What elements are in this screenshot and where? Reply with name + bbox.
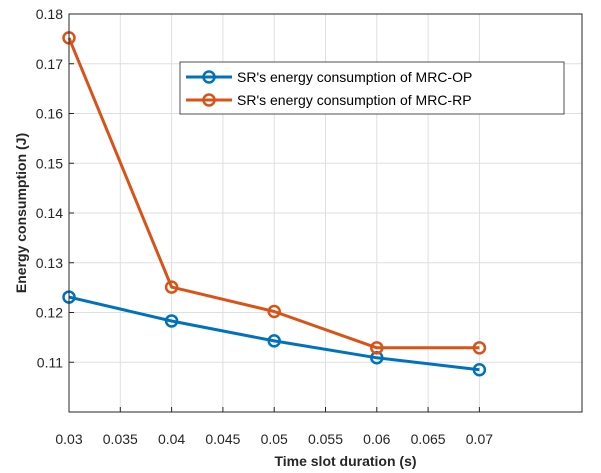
data-point bbox=[472, 362, 487, 377]
y-tick-label: 0.18 bbox=[36, 6, 63, 22]
x-tick-label: 0.03 bbox=[55, 431, 82, 447]
y-tick-label: 0.15 bbox=[36, 155, 63, 171]
y-tick-label: 0.17 bbox=[36, 56, 63, 72]
x-tick-label: 0.045 bbox=[205, 431, 240, 447]
x-tick-label: 0.06 bbox=[363, 431, 390, 447]
x-tick-label: 0.07 bbox=[466, 431, 493, 447]
legend-marker bbox=[202, 93, 216, 107]
data-point bbox=[267, 334, 281, 348]
x-tick-label: 0.04 bbox=[158, 431, 185, 447]
legend-item: SR's energy consumption of MRC-RP bbox=[186, 92, 472, 108]
x-tick-label: 0.065 bbox=[411, 431, 446, 447]
axis-ticks: 0.03 0.035 0.04 0.045 0.05 0.055 0.06 0.065 0.07… bbox=[36, 6, 493, 447]
legend-label: SR's energy consumption of MRC-RP bbox=[237, 92, 472, 108]
series-line bbox=[67, 37, 480, 350]
y-tick-label: 0.12 bbox=[36, 305, 63, 321]
data-point bbox=[370, 341, 384, 355]
series-line bbox=[68, 295, 480, 372]
legend-item: SR's energy consumption of MRC-OP bbox=[186, 69, 472, 85]
legend-label: SR's energy consumption of MRC-OP bbox=[237, 69, 472, 85]
y-tick-label: 0.14 bbox=[36, 205, 63, 221]
y-axis-title: Energy consumption (J) bbox=[13, 133, 29, 293]
data-point bbox=[267, 304, 281, 319]
data-point bbox=[164, 314, 179, 328]
legend-marker bbox=[202, 70, 216, 84]
x-tick-label: 0.035 bbox=[103, 431, 138, 447]
data-point bbox=[472, 341, 487, 355]
legend-box bbox=[179, 61, 565, 115]
series-layer bbox=[62, 31, 487, 377]
y-tick-label: 0.16 bbox=[36, 106, 63, 122]
data-point bbox=[164, 280, 179, 294]
x-tick-label: 0.055 bbox=[308, 431, 343, 447]
y-tick-label: 0.11 bbox=[37, 354, 63, 370]
x-tick-label: 0.05 bbox=[261, 431, 288, 447]
y-tick-label: 0.13 bbox=[36, 255, 63, 271]
legend: SR's energy consumption of MRC-OP SR's en… bbox=[179, 61, 565, 115]
x-axis-title: Time slot duration (s) bbox=[274, 453, 416, 469]
